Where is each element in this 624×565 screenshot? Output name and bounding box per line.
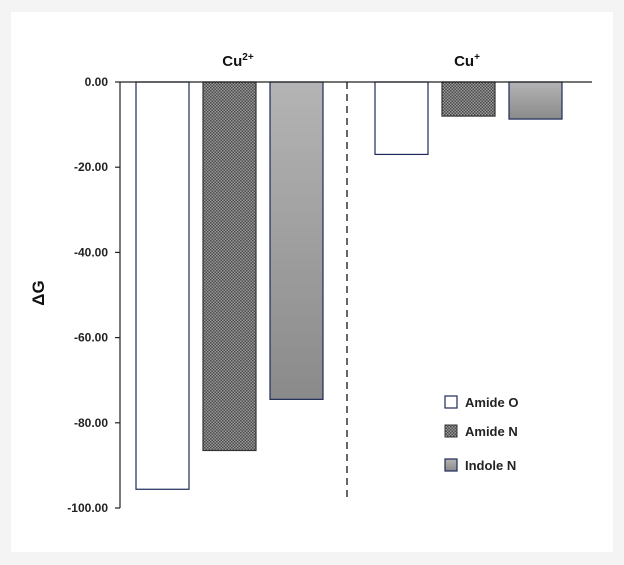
group-label-cu2plus-sup: 2+: [242, 52, 254, 63]
y-axis: 0.00 -20.00 -40.00 -60.00 -80.00 -100.00: [67, 75, 592, 515]
y-tick-label: -60.00: [74, 331, 108, 345]
y-tick-label: -20.00: [74, 160, 108, 174]
y-tick-label: -100.00: [67, 501, 108, 515]
bar-amide-o-group-2: [374, 81, 429, 156]
bars-layer: [135, 81, 563, 490]
bar-amide-n-group-1: [202, 81, 257, 452]
legend-item-indole-n: Indole N: [444, 458, 516, 473]
legend-swatch-amide-n: [444, 424, 458, 438]
legend-swatch-indole-n: [444, 458, 458, 472]
y-axis-label: ΔG: [29, 280, 48, 305]
legend-label-amide-n: Amide N: [465, 424, 518, 439]
legend-label-indole-n: Indole N: [465, 458, 516, 473]
bar-amide-o-group-1: [135, 81, 190, 490]
group-label-cuplus: Cu+: [454, 52, 480, 70]
legend-item-amide-o: Amide O: [444, 395, 518, 410]
bar-indole-n-group-2: [508, 81, 563, 120]
bar-amide-n-group-2: [441, 81, 496, 117]
legend-label-amide-o: Amide O: [465, 395, 518, 410]
y-tick-label: -80.00: [74, 416, 108, 430]
group-label-cuplus-sup: +: [474, 52, 480, 63]
group-label-cuplus-base: Cu: [454, 53, 474, 70]
legend-item-amide-n: Amide N: [444, 424, 518, 439]
bar-indole-n-group-1: [269, 81, 324, 400]
group-label-cu2plus: Cu2+: [222, 52, 254, 70]
y-tick-label: -40.00: [74, 245, 108, 259]
legend-swatch-amide-o: [444, 395, 458, 409]
legend: Amide O Amide N Indole N: [444, 395, 518, 473]
y-tick-label: 0.00: [85, 75, 109, 89]
group-label-cu2plus-base: Cu: [222, 53, 242, 70]
